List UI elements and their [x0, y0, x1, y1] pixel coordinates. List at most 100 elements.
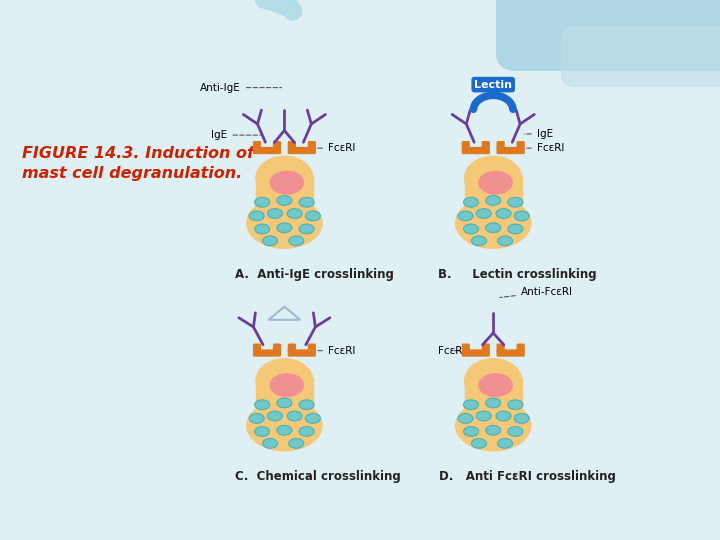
Ellipse shape	[456, 400, 531, 451]
Text: FcεRI: FcεRI	[318, 143, 356, 153]
Ellipse shape	[289, 438, 304, 448]
Ellipse shape	[256, 359, 313, 403]
FancyBboxPatch shape	[253, 147, 280, 153]
Text: IgE: IgE	[211, 130, 260, 140]
FancyBboxPatch shape	[482, 141, 489, 150]
Ellipse shape	[472, 438, 486, 448]
Ellipse shape	[458, 414, 473, 423]
Text: C.  Chemical crosslinking: C. Chemical crosslinking	[235, 470, 401, 483]
FancyBboxPatch shape	[517, 344, 524, 352]
FancyBboxPatch shape	[308, 344, 315, 352]
Text: FcεRI: FcεRI	[318, 346, 356, 356]
Ellipse shape	[486, 398, 500, 408]
FancyBboxPatch shape	[289, 350, 315, 356]
Text: FIGURE 14.3. Induction of
mast cell degranulation.: FIGURE 14.3. Induction of mast cell degr…	[22, 146, 253, 180]
FancyBboxPatch shape	[253, 141, 261, 150]
Ellipse shape	[472, 236, 486, 246]
Ellipse shape	[464, 359, 522, 403]
Ellipse shape	[256, 156, 313, 201]
FancyBboxPatch shape	[464, 176, 522, 208]
Ellipse shape	[300, 198, 314, 207]
Ellipse shape	[300, 427, 314, 436]
Ellipse shape	[458, 211, 473, 221]
Ellipse shape	[255, 224, 269, 234]
Ellipse shape	[247, 400, 322, 451]
FancyBboxPatch shape	[256, 378, 313, 410]
FancyBboxPatch shape	[274, 344, 280, 352]
Ellipse shape	[247, 198, 322, 248]
FancyBboxPatch shape	[464, 378, 522, 410]
FancyBboxPatch shape	[289, 147, 315, 153]
Ellipse shape	[289, 236, 304, 246]
FancyBboxPatch shape	[498, 141, 504, 150]
FancyBboxPatch shape	[482, 344, 489, 352]
Text: B.     Lectin crosslinking: B. Lectin crosslinking	[438, 268, 596, 281]
Ellipse shape	[249, 211, 264, 221]
Ellipse shape	[263, 438, 277, 448]
FancyBboxPatch shape	[498, 344, 504, 352]
Ellipse shape	[496, 209, 511, 218]
Ellipse shape	[464, 224, 478, 234]
FancyBboxPatch shape	[462, 344, 469, 352]
Ellipse shape	[508, 400, 523, 409]
Ellipse shape	[498, 236, 513, 246]
Ellipse shape	[477, 411, 491, 421]
Ellipse shape	[498, 438, 513, 448]
Ellipse shape	[464, 400, 478, 409]
Ellipse shape	[508, 198, 523, 207]
Ellipse shape	[277, 398, 292, 408]
Ellipse shape	[514, 414, 529, 423]
Ellipse shape	[508, 224, 523, 234]
Ellipse shape	[486, 195, 500, 205]
FancyBboxPatch shape	[462, 350, 489, 356]
Ellipse shape	[249, 414, 264, 423]
FancyBboxPatch shape	[289, 141, 295, 150]
Ellipse shape	[277, 195, 292, 205]
Ellipse shape	[464, 427, 478, 436]
FancyBboxPatch shape	[517, 141, 524, 150]
Text: Lectin: Lectin	[474, 79, 512, 90]
FancyBboxPatch shape	[562, 27, 720, 86]
FancyBboxPatch shape	[253, 344, 261, 352]
Ellipse shape	[479, 374, 512, 396]
FancyBboxPatch shape	[274, 141, 280, 150]
Ellipse shape	[270, 171, 303, 194]
Text: FcεRI: FcεRI	[438, 346, 466, 356]
Ellipse shape	[287, 209, 302, 218]
FancyBboxPatch shape	[308, 141, 315, 150]
FancyBboxPatch shape	[498, 147, 524, 153]
Ellipse shape	[268, 209, 282, 218]
FancyBboxPatch shape	[289, 344, 295, 352]
Text: D.   Anti FcεRI crosslinking: D. Anti FcεRI crosslinking	[439, 470, 616, 483]
Text: A.  Anti-IgE crosslinking: A. Anti-IgE crosslinking	[235, 268, 394, 281]
Ellipse shape	[464, 198, 478, 207]
Ellipse shape	[479, 171, 512, 194]
Ellipse shape	[263, 236, 277, 246]
Ellipse shape	[277, 426, 292, 435]
Ellipse shape	[464, 156, 522, 201]
Ellipse shape	[255, 427, 269, 436]
Ellipse shape	[456, 198, 531, 248]
Ellipse shape	[305, 211, 320, 221]
Text: FcεRI: FcεRI	[526, 143, 564, 153]
Ellipse shape	[277, 223, 292, 233]
FancyBboxPatch shape	[462, 141, 469, 150]
Ellipse shape	[255, 198, 269, 207]
Ellipse shape	[486, 426, 500, 435]
Text: Anti-IgE: Anti-IgE	[200, 83, 282, 92]
Ellipse shape	[477, 209, 491, 218]
Ellipse shape	[287, 411, 302, 421]
Ellipse shape	[486, 223, 500, 233]
Ellipse shape	[300, 224, 314, 234]
Text: IgE: IgE	[524, 129, 553, 139]
Ellipse shape	[268, 411, 282, 421]
Text: Anti-FcεRI: Anti-FcεRI	[500, 287, 573, 298]
FancyBboxPatch shape	[498, 350, 524, 356]
Ellipse shape	[300, 400, 314, 409]
FancyBboxPatch shape	[256, 176, 313, 208]
Ellipse shape	[496, 411, 511, 421]
Ellipse shape	[255, 400, 269, 409]
Ellipse shape	[270, 374, 303, 396]
Ellipse shape	[508, 427, 523, 436]
FancyBboxPatch shape	[497, 0, 720, 70]
